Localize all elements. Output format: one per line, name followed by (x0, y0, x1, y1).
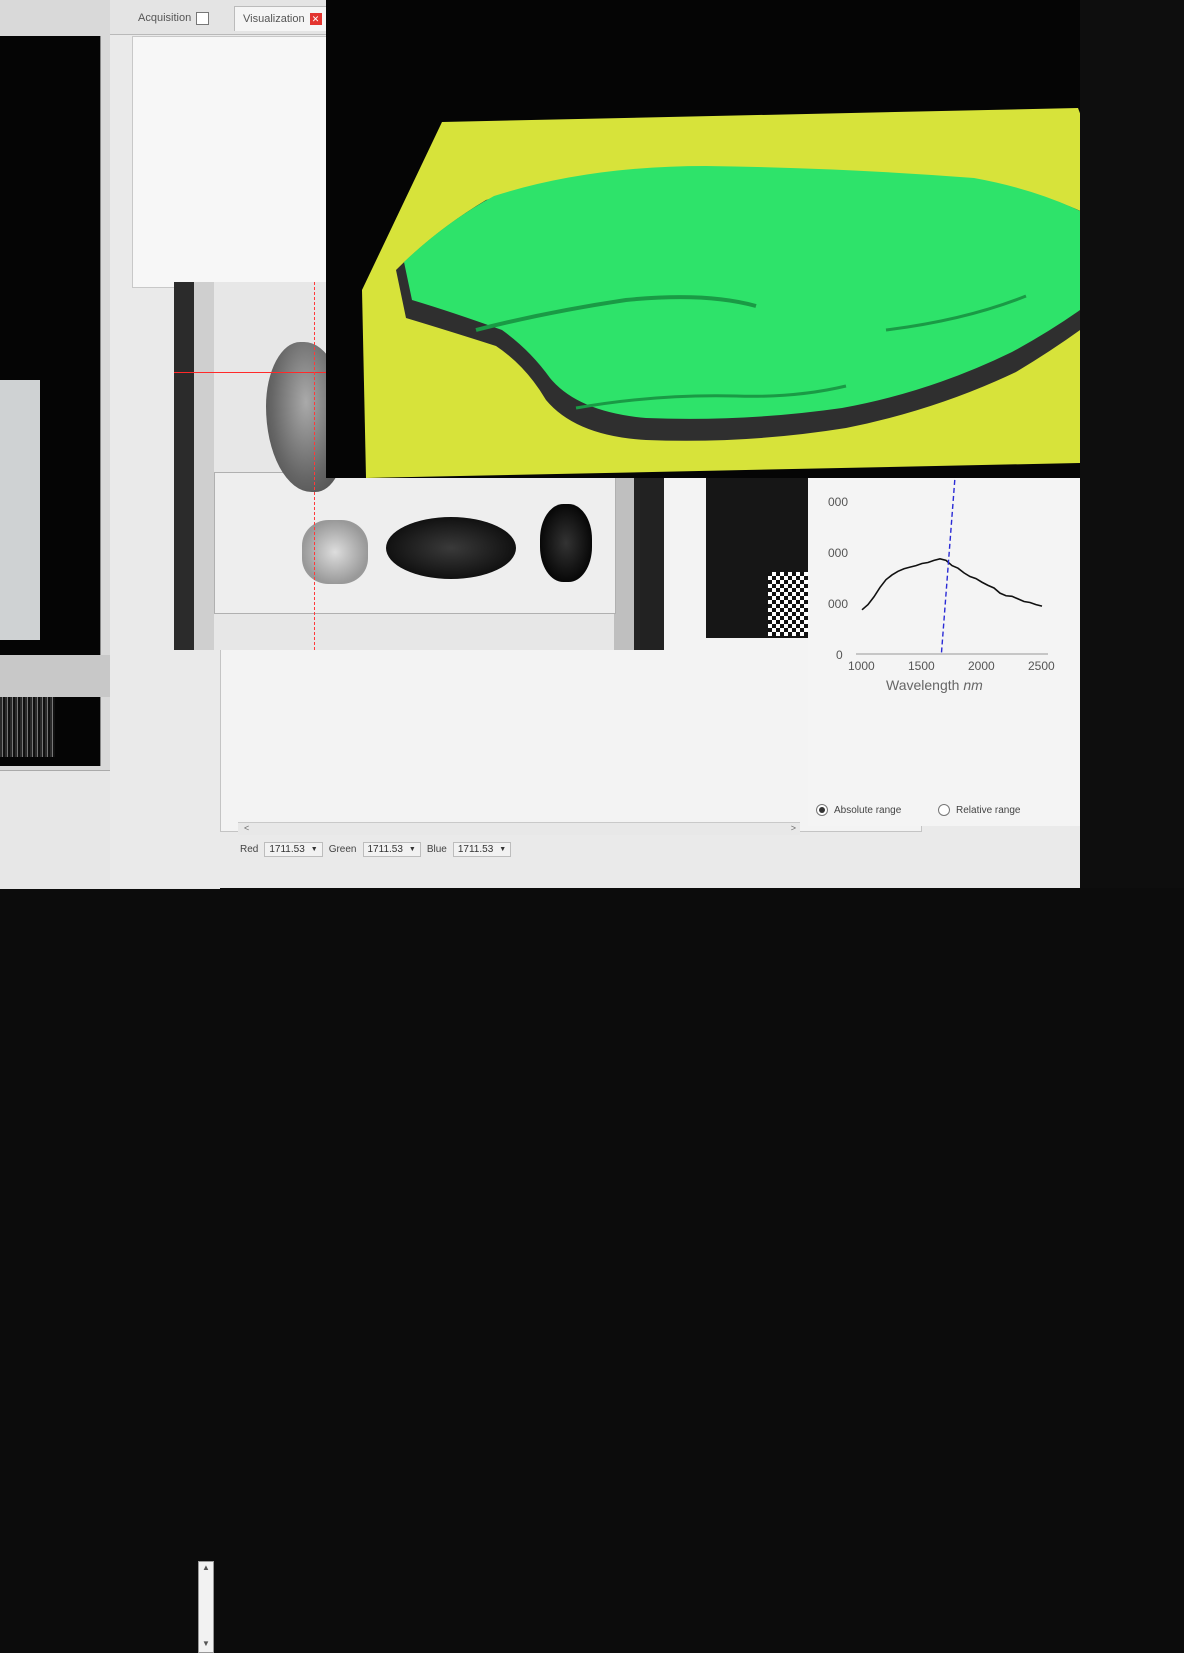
chevron-down-icon[interactable]: ▼ (499, 846, 507, 853)
absolute-range-option[interactable]: Absolute range (816, 804, 901, 816)
monitor-bezel (1080, 0, 1184, 888)
qr-code-icon (768, 572, 808, 636)
sample-rock (386, 517, 516, 579)
3d-surface-svg (362, 108, 1144, 478)
close-icon[interactable]: ✕ (309, 13, 322, 25)
tab-visualization[interactable]: Visualization ✕ (234, 6, 331, 31)
surface-top (404, 166, 1130, 419)
absolute-range-radio[interactable] (816, 804, 828, 816)
relative-range-option[interactable]: Relative range (938, 804, 1020, 816)
green-channel-label: Green (328, 844, 357, 855)
x-axis-label: Wavelength nm (886, 677, 983, 693)
blue-channel-select[interactable]: 1711.53 ▼ (452, 842, 512, 857)
red-channel-value: 1711.53 (269, 844, 305, 855)
blue-channel-value: 1711.53 (457, 844, 494, 855)
scroll-down-icon[interactable]: ▼ (202, 1639, 210, 1648)
sample-rock (302, 520, 368, 584)
x-tick-label: 2500 (1028, 659, 1055, 673)
3d-surface-window[interactable] (326, 0, 1156, 478)
crosshair-vertical (314, 282, 316, 650)
relative-range-radio[interactable] (938, 804, 950, 816)
x-axis-label-text: Wavelength (886, 677, 963, 693)
tab-bar: Acquisition Visualization ✕ (110, 0, 340, 35)
y-tick-label: 000 (828, 495, 848, 509)
scroll-right-icon[interactable]: > (790, 823, 796, 833)
x-tick-label: 1000 (848, 659, 875, 673)
horizontal-scrollbar[interactable]: < > (238, 822, 800, 835)
green-channel-select[interactable]: 1711.53 ▼ (362, 842, 421, 857)
green-channel-value: 1711.53 (367, 844, 403, 855)
spectrum-plot[interactable]: 000 000 000 0 1000 1500 2000 2500 Wavele… (808, 462, 1116, 826)
channel-selectors: Red 1711.53 ▼ Green 1711.53 ▼ Blue 1711.… (240, 842, 512, 857)
x-axis-unit: nm (963, 677, 983, 693)
checkbox-icon[interactable] (196, 11, 210, 25)
y-tick-label: 000 (828, 546, 848, 560)
tab-visualization-label: Visualization (243, 13, 305, 25)
surface-ridge (575, 384, 847, 410)
scroll-up-icon[interactable]: ▲ (202, 1563, 210, 1572)
relative-range-label: Relative range (956, 804, 1021, 816)
crosshair-horizontal (174, 372, 354, 373)
left-preview-strip (0, 380, 40, 640)
spectrum-plot-svg: 000 000 000 0 1000 1500 2000 2500 Wavele… (828, 471, 1055, 693)
red-channel-label: Red (240, 844, 259, 855)
y-tick-label: 000 (828, 597, 848, 611)
y-tick-label: 0 (836, 648, 843, 662)
spectrum-line (861, 558, 1043, 611)
wavelength-marker-line[interactable] (940, 471, 957, 655)
visualization-panel (132, 36, 340, 288)
chevron-down-icon[interactable]: ▼ (310, 846, 318, 853)
absolute-range-label: Absolute range (834, 804, 902, 816)
sample-rock (540, 504, 592, 582)
surface-ridge (885, 294, 1027, 332)
reference-panel (706, 472, 810, 638)
scroll-left-icon[interactable]: < (244, 823, 250, 833)
left-preview-noise (0, 697, 55, 757)
blue-channel-label: Blue (426, 844, 447, 855)
surface-ridge (475, 295, 757, 332)
red-channel-select[interactable]: 1711.53 ▼ (264, 842, 323, 857)
left-vertical-scrollbar[interactable]: ▲ ▼ (198, 1561, 214, 1653)
x-tick-label: 2000 (968, 659, 995, 673)
chevron-down-icon[interactable]: ▼ (408, 846, 416, 853)
x-tick-label: 1500 (908, 659, 935, 673)
tab-acquisition-label: Acquisition (138, 12, 192, 24)
tab-acquisition[interactable]: Acquisition (130, 6, 217, 30)
